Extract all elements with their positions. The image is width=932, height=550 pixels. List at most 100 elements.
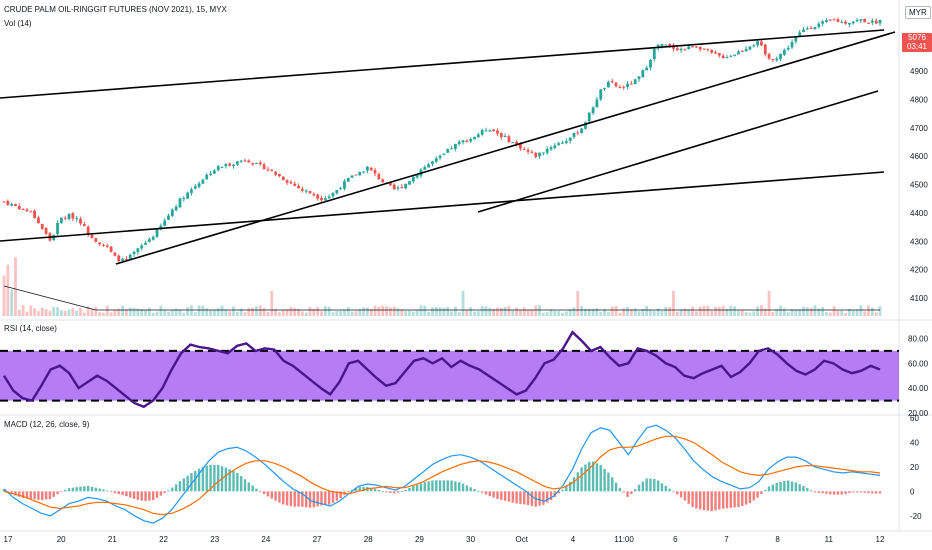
macd-histogram-bar <box>48 491 52 500</box>
macd-histogram-bar <box>282 491 285 505</box>
volume-bar <box>672 291 675 316</box>
volume-bar <box>331 312 335 316</box>
macd-axis-tick-label: 0 <box>910 487 915 496</box>
macd-histogram-bar <box>259 491 262 493</box>
volume-bar <box>847 308 851 316</box>
candle-body <box>694 46 698 48</box>
macd-histogram-bar <box>473 489 476 492</box>
volume-bar <box>362 307 365 316</box>
macd-histogram-bar <box>836 491 840 495</box>
volume-bar <box>442 307 446 316</box>
candle-body <box>702 48 706 50</box>
macd-histogram-bar <box>201 467 205 492</box>
volume-bar <box>90 309 94 316</box>
volume-bar <box>262 307 266 316</box>
currency-badge[interactable]: MYR <box>905 6 931 19</box>
volume-bar <box>465 310 469 316</box>
macd-histogram-bar <box>523 491 526 505</box>
candle-body <box>358 171 362 176</box>
macd-histogram-bar <box>565 485 568 492</box>
macd-histogram-bar <box>423 482 426 492</box>
volume-bar <box>652 310 656 316</box>
candle-body <box>874 20 878 24</box>
volume-bar <box>607 312 610 316</box>
macd-histogram-bar <box>117 491 120 495</box>
volume-bar <box>710 310 714 316</box>
candle-body <box>595 99 599 108</box>
volume-bar <box>44 309 48 316</box>
volume-bar <box>779 305 782 316</box>
macd-histogram-bar <box>660 483 664 492</box>
macd-histogram-bar <box>293 491 296 507</box>
volume-bar <box>595 307 599 316</box>
macd-histogram-bar <box>526 491 530 506</box>
macd-histogram-bar <box>148 491 151 501</box>
macd-histogram-bar <box>748 491 752 504</box>
candle-body <box>59 217 63 223</box>
candle-body <box>327 196 331 199</box>
candle-body <box>737 51 740 55</box>
candle-body <box>453 143 457 149</box>
macd-histogram-bar <box>64 489 67 492</box>
trendlines[interactable] <box>0 29 896 265</box>
candle-body <box>457 141 461 145</box>
volume-bar <box>515 307 518 316</box>
candle-body <box>660 44 664 46</box>
candle-body <box>212 170 216 174</box>
candle-body <box>71 213 75 219</box>
rsi-indicator-label[interactable]: RSI (14, close) <box>4 324 57 333</box>
macd-histogram-bar <box>737 491 740 507</box>
candle-body <box>377 173 381 180</box>
candle-body <box>121 258 124 262</box>
volume-indicator-label[interactable]: Vol (14) <box>4 19 32 28</box>
macd-histogram-bar <box>182 478 185 492</box>
volume-bar <box>21 305 25 316</box>
volume-bar <box>744 312 748 316</box>
volume-bar <box>522 307 526 316</box>
volume-bar <box>476 311 480 316</box>
candle-body <box>752 45 756 47</box>
macd-histogram-bar <box>664 485 667 492</box>
candle-body <box>580 128 584 134</box>
volume-bar <box>140 308 144 316</box>
candle-body <box>147 239 151 242</box>
candle-body <box>794 36 798 42</box>
candle-body <box>706 48 710 50</box>
macd-histogram-bar <box>825 491 828 494</box>
macd-histogram-bar <box>595 463 599 492</box>
candle-body <box>262 164 266 170</box>
candle-body <box>10 204 14 206</box>
volume-bar <box>132 307 136 316</box>
candle-body <box>821 21 825 24</box>
volume-bar <box>350 311 354 316</box>
volume-bar <box>281 310 285 316</box>
candle-body <box>813 27 817 30</box>
macd-histogram-bar <box>848 491 851 494</box>
price-axis-tick-label: 4600 <box>910 152 928 161</box>
volume-bar <box>729 305 733 316</box>
macd-histogram-bar <box>718 491 721 510</box>
volume-bar <box>748 312 752 316</box>
macd-histogram-bar <box>637 484 641 492</box>
volume-bar <box>572 307 576 316</box>
volume-bar <box>205 308 209 316</box>
macd-histogram-bar <box>699 491 702 510</box>
candle-body <box>216 166 220 171</box>
volume-bar <box>98 312 102 316</box>
candle-body <box>255 163 258 165</box>
volume-bar <box>599 311 603 316</box>
time-axis-tick-label: 30 <box>466 535 475 544</box>
volume-bar <box>373 305 377 316</box>
macd-indicator-label[interactable]: MACD (12, 26, close, 9) <box>4 420 90 429</box>
volume-bar <box>346 307 350 316</box>
macd-histogram-bar <box>496 491 499 499</box>
volume-bar <box>151 312 155 316</box>
macd-histogram-bar <box>821 491 824 494</box>
macd-histogram-bar <box>733 491 736 508</box>
candle-body <box>717 53 721 56</box>
volume-bar <box>587 308 591 316</box>
macd-histogram-bar <box>251 485 254 492</box>
macd-histogram-bar <box>683 491 687 501</box>
candle-body <box>197 183 201 187</box>
